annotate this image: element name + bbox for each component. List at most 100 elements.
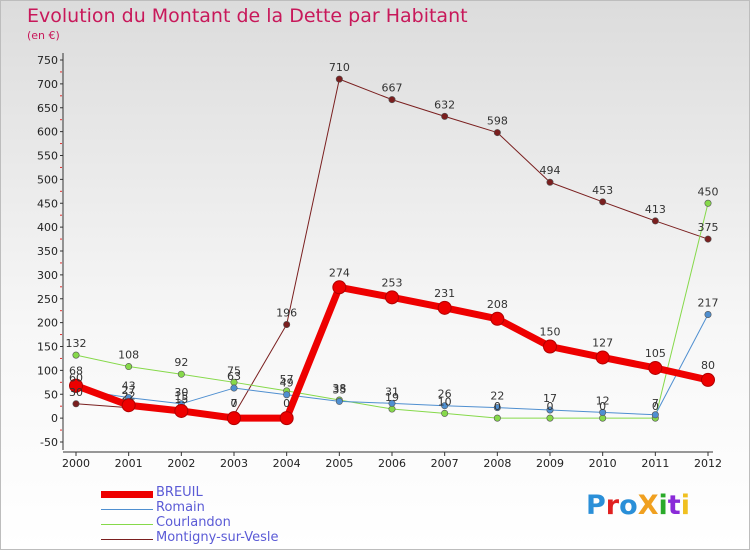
x-tick-label: 2011	[641, 457, 669, 470]
point-romain	[335, 397, 343, 405]
data-label-courlandon: 450	[698, 185, 719, 198]
y-tick-label: 500	[37, 173, 58, 186]
data-label-montigny-sur-vesle: 30	[69, 386, 83, 399]
data-label-montigny-sur-vesle: 196	[276, 307, 297, 320]
point-montigny-sur-vesle	[72, 400, 80, 408]
data-label-romain: 35	[332, 383, 346, 396]
data-label-courlandon: 75	[227, 364, 241, 377]
logo-letter: P	[586, 490, 606, 521]
y-tick-label: 350	[37, 245, 58, 258]
data-label-montigny-sur-vesle: 375	[698, 221, 719, 234]
legend-swatch-courlandon	[101, 524, 153, 525]
data-label-courlandon: 10	[438, 395, 452, 408]
y-tick-label: 250	[37, 293, 58, 306]
point-breuil	[648, 360, 663, 375]
point-breuil	[279, 411, 294, 426]
point-courlandon	[177, 370, 185, 378]
logo-letter: o	[619, 490, 638, 521]
data-label-romain: 17	[543, 392, 557, 405]
data-label-breuil: 127	[592, 336, 613, 349]
point-montigny-sur-vesle	[441, 112, 449, 120]
x-tick-label: 2005	[325, 457, 353, 470]
point-romain	[651, 411, 659, 419]
data-label-montigny-sur-vesle: 710	[329, 61, 350, 74]
y-tick-label: 550	[37, 150, 58, 163]
data-label-breuil: 27	[122, 384, 136, 397]
x-tick-label: 2009	[536, 457, 564, 470]
x-tick-label: 2000	[62, 457, 90, 470]
data-label-courlandon: 57	[280, 373, 294, 386]
legend-label-courlandon: Courlandon	[156, 515, 231, 530]
point-montigny-sur-vesle	[388, 96, 396, 104]
y-tick-label: 0	[51, 412, 58, 425]
point-courlandon	[493, 414, 501, 422]
x-tick-label: 2012	[694, 457, 722, 470]
point-breuil	[437, 300, 452, 315]
data-label-breuil: 15	[174, 390, 188, 403]
data-label-montigny-sur-vesle: 598	[487, 115, 508, 128]
data-label-courlandon: 0	[494, 400, 501, 413]
x-tick-label: 2008	[483, 457, 511, 470]
x-tick-label: 2004	[273, 457, 301, 470]
point-breuil	[385, 290, 399, 305]
logo-letter: r	[605, 490, 620, 521]
data-label-romain: 26	[438, 388, 452, 401]
legend-label-romain: Romain	[156, 500, 205, 515]
data-label-breuil: 68	[69, 365, 83, 378]
y-tick-label: 650	[37, 102, 58, 115]
y-tick-label: 100	[37, 364, 58, 377]
data-label-breuil: 253	[382, 276, 403, 289]
point-courlandon	[72, 351, 80, 359]
legend-swatch-romain	[101, 509, 153, 510]
point-breuil	[121, 398, 136, 413]
point-romain	[546, 406, 554, 414]
data-label-courlandon: 0	[599, 400, 606, 413]
data-label-romain: 31	[385, 385, 399, 398]
series-line-montigny-sur-vesle	[75, 78, 709, 416]
x-tick-label: 2010	[589, 457, 617, 470]
data-label-montigny-sur-vesle: 7	[231, 397, 238, 410]
point-montigny-sur-vesle	[493, 129, 501, 137]
point-breuil	[490, 311, 505, 326]
data-label-montigny-sur-vesle: 494	[540, 164, 561, 177]
legend-swatch-montigny	[101, 539, 153, 540]
data-label-romain: 7	[652, 397, 659, 410]
data-label-courlandon: 132	[66, 337, 87, 350]
data-label-courlandon: 92	[174, 356, 188, 369]
legend-swatch-breuil	[101, 491, 153, 498]
data-label-romain: 49	[280, 377, 294, 390]
point-montigny-sur-vesle	[546, 178, 554, 186]
point-montigny-sur-vesle	[704, 235, 712, 243]
point-breuil	[332, 280, 347, 295]
y-tick-label: 200	[37, 317, 58, 330]
data-label-courlandon: 0	[547, 400, 554, 413]
point-breuil	[595, 350, 610, 365]
point-romain	[441, 402, 449, 410]
y-tick-label: 150	[37, 341, 58, 354]
data-label-montigny-sur-vesle: 22	[122, 390, 136, 403]
x-tick-label: 2001	[115, 457, 143, 470]
x-tick-label: 2003	[220, 457, 248, 470]
point-breuil	[543, 339, 557, 354]
x-tick-label: 2006	[378, 457, 406, 470]
y-tick-label: 750	[37, 54, 58, 67]
chart-title: Evolution du Montant de la Dette par Hab…	[27, 5, 468, 27]
legend-item-courlandon: Courlandon	[101, 515, 361, 531]
data-label-breuil: 208	[487, 298, 508, 311]
data-label-romain: 60	[69, 371, 83, 384]
data-label-montigny-sur-vesle: 413	[645, 203, 666, 216]
logo-letter: X	[637, 490, 659, 521]
data-label-montigny-sur-vesle: 667	[382, 82, 403, 95]
data-label-breuil: 0	[283, 397, 290, 410]
data-label-montigny-sur-vesle: 15	[174, 393, 188, 406]
y-tick-label: 600	[37, 126, 58, 139]
data-label-breuil: 80	[701, 359, 715, 372]
y-tick-label: 50	[44, 388, 58, 401]
logo-letter: i	[680, 490, 690, 521]
point-romain	[388, 399, 396, 407]
data-label-breuil: 0	[231, 397, 238, 410]
x-tick-label: 2002	[167, 457, 195, 470]
data-label-breuil: 231	[434, 287, 455, 300]
point-courlandon	[546, 414, 554, 422]
